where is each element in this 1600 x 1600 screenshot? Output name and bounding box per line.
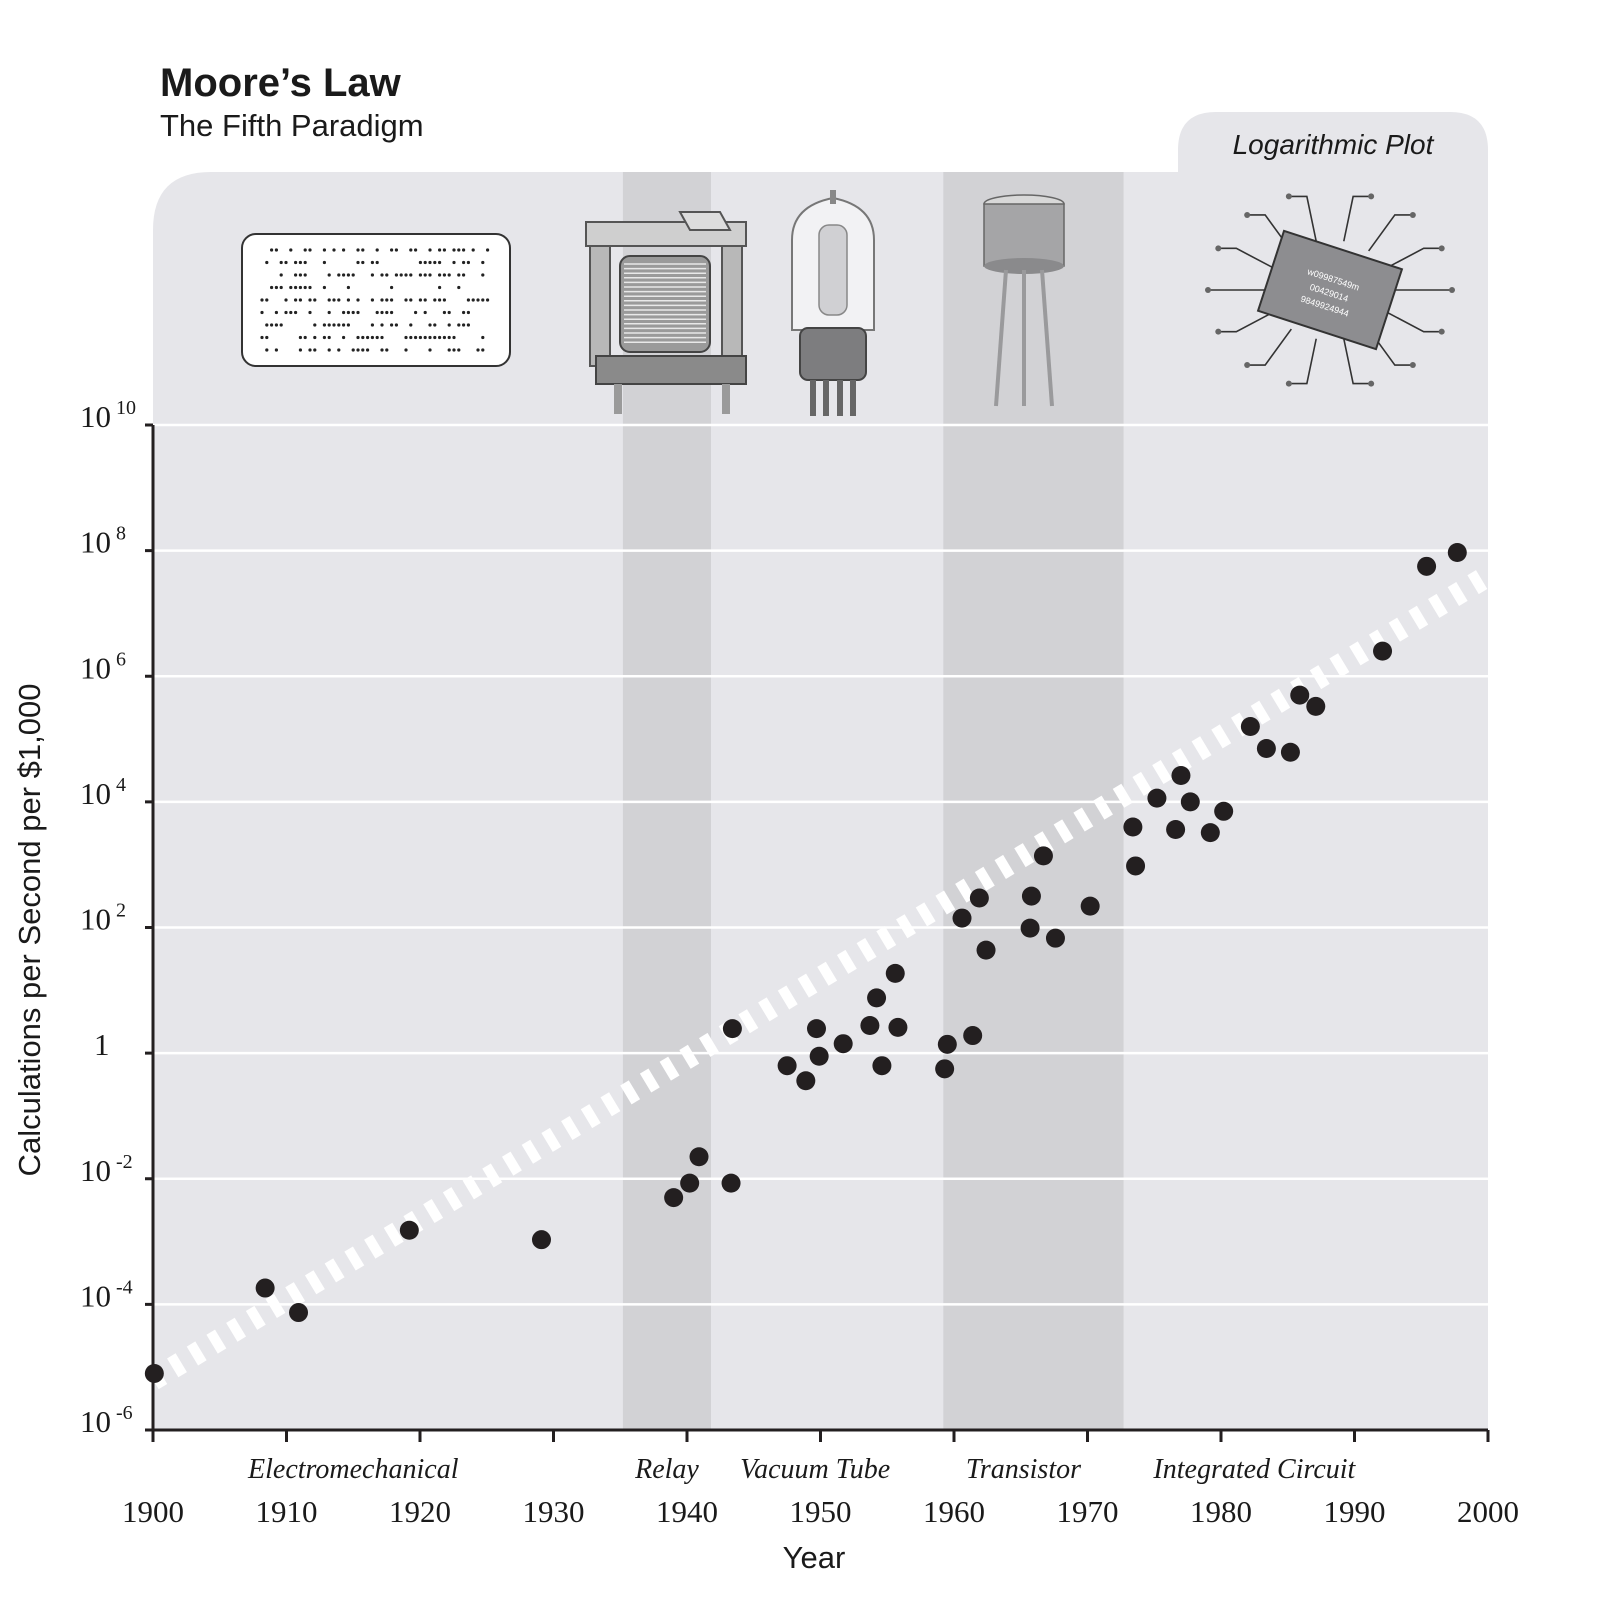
data-point-26 xyxy=(1020,918,1040,938)
y-tick-label-3: 10 4 xyxy=(80,774,126,811)
data-point-18 xyxy=(885,963,905,983)
data-point-41 xyxy=(1280,742,1300,762)
chart-title: Moore’s Law xyxy=(160,61,402,105)
x-tick-label-8: 1980 xyxy=(1190,1494,1252,1529)
data-point-44 xyxy=(1373,641,1393,661)
x-tick-label-7: 1970 xyxy=(1057,1494,1119,1529)
x-tick-label-2: 1920 xyxy=(389,1494,451,1529)
chart-subtitle: The Fifth Paradigm xyxy=(160,108,424,143)
y-tick-label-5: 1 xyxy=(94,1027,110,1062)
plot-scale-note: Logarithmic Plot xyxy=(1233,129,1435,160)
data-point-38 xyxy=(1214,801,1234,821)
era-label-0: Electromechanical xyxy=(247,1454,459,1485)
y-tick-label-8: 10 -6 xyxy=(80,1402,133,1439)
data-point-33 xyxy=(1147,788,1167,808)
era-label-4: Integrated Circuit xyxy=(1152,1454,1356,1485)
data-point-30 xyxy=(1080,896,1100,916)
data-point-8 xyxy=(721,1173,741,1193)
data-points xyxy=(144,543,1467,1383)
data-point-2 xyxy=(289,1303,309,1323)
y-axis-title: Calculations per Second per $1,000 xyxy=(12,684,47,1177)
y-axis-ticks: 10 10 10 8 10 6 10 4 10 2 1 10 -2 10 -4 10 -6 xyxy=(80,397,153,1439)
data-point-12 xyxy=(806,1019,826,1039)
y-tick-label-2: 10 6 xyxy=(80,648,126,685)
x-tick-label-9: 1990 xyxy=(1324,1494,1386,1529)
data-point-29 xyxy=(1045,928,1065,948)
data-point-39 xyxy=(1240,717,1260,736)
data-point-19 xyxy=(888,1017,908,1037)
data-point-46 xyxy=(1447,543,1467,563)
data-point-10 xyxy=(777,1056,797,1076)
data-point-9 xyxy=(722,1019,742,1039)
data-point-15 xyxy=(860,1015,880,1035)
x-tick-label-3: 1930 xyxy=(523,1494,585,1529)
data-point-24 xyxy=(969,888,989,908)
data-point-42 xyxy=(1290,685,1310,705)
data-point-23 xyxy=(963,1026,983,1046)
data-point-40 xyxy=(1256,738,1276,758)
data-point-21 xyxy=(937,1034,957,1054)
integrated-circuit-icon: w09987549m 00429014 9849924944 xyxy=(1205,193,1455,387)
x-tick-label-5: 1950 xyxy=(790,1494,852,1529)
data-point-16 xyxy=(867,988,887,1008)
data-point-35 xyxy=(1171,765,1191,785)
era-label-3: Transistor xyxy=(966,1454,1081,1485)
x-axis-ticks: 1900 1910 1920 1930 1940 1950 1960 1970 1980 1990… xyxy=(122,1430,1519,1529)
y-tick-label-1: 10 8 xyxy=(80,523,126,560)
data-point-13 xyxy=(809,1046,829,1066)
data-point-45 xyxy=(1417,556,1437,576)
data-point-11 xyxy=(796,1071,816,1091)
era-labels: Electromechanical Relay Vacuum Tube Transis… xyxy=(247,1454,1357,1485)
data-point-31 xyxy=(1123,817,1143,837)
x-tick-label-1: 1910 xyxy=(256,1494,318,1529)
data-point-7 xyxy=(689,1147,709,1167)
chart-panel xyxy=(153,112,1488,1430)
data-point-27 xyxy=(1021,886,1041,906)
data-point-28 xyxy=(1033,846,1053,866)
x-tick-label-6: 1960 xyxy=(923,1494,985,1529)
data-point-36 xyxy=(1180,792,1200,812)
x-tick-label-0: 1900 xyxy=(122,1494,184,1529)
data-point-3 xyxy=(399,1220,419,1240)
x-axis-title: Year xyxy=(783,1540,846,1575)
data-point-6 xyxy=(680,1173,700,1193)
relay-icon xyxy=(585,211,747,414)
y-tick-label-4: 10 2 xyxy=(80,900,126,937)
data-point-5 xyxy=(664,1188,684,1208)
y-tick-label-6: 10 -2 xyxy=(80,1151,133,1188)
x-tick-label-4: 1940 xyxy=(656,1494,718,1529)
data-point-1 xyxy=(255,1278,275,1298)
era-label-1: Relay xyxy=(634,1454,699,1485)
data-point-20 xyxy=(935,1059,955,1079)
data-point-22 xyxy=(952,908,972,928)
trend-line xyxy=(153,566,1488,1390)
y-tick-label-7: 10 -4 xyxy=(80,1276,133,1313)
y-tick-label-0: 10 10 xyxy=(80,397,136,434)
data-point-34 xyxy=(1166,820,1186,840)
punch-card-icon xyxy=(241,233,511,367)
x-tick-label-10: 2000 xyxy=(1457,1494,1519,1529)
data-point-43 xyxy=(1306,696,1326,716)
data-point-37 xyxy=(1200,823,1220,843)
data-point-4 xyxy=(531,1230,551,1250)
era-label-2: Vacuum Tube xyxy=(740,1454,890,1485)
vacuum-tube-icon xyxy=(791,190,875,416)
transistor-icon xyxy=(983,194,1065,407)
data-point-25 xyxy=(976,940,996,960)
data-point-14 xyxy=(833,1034,853,1054)
data-point-17 xyxy=(872,1056,892,1076)
data-point-32 xyxy=(1126,856,1146,876)
